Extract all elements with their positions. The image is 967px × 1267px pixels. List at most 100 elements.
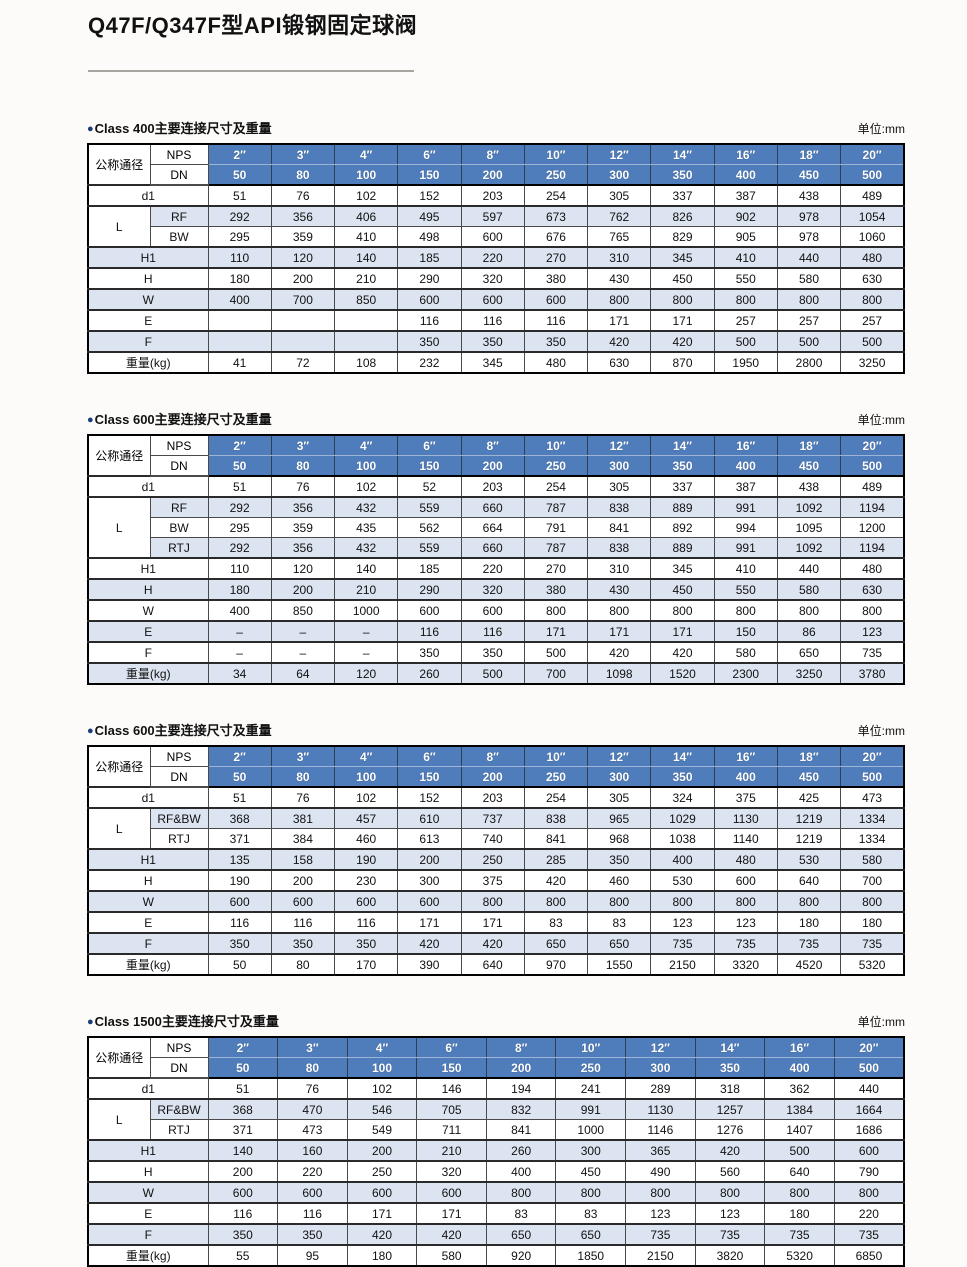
nps-header-cell: 10″: [523, 434, 589, 456]
data-cell: 350: [334, 932, 399, 955]
data-cell: 171: [523, 620, 589, 643]
data-cell: 790: [833, 1160, 905, 1183]
data-cell: 171: [650, 620, 715, 643]
row-label: RTJ: [149, 828, 209, 850]
table-row: 重量(kg) 34 64 120 260 500 700 1098 1520 2300 3250 37…: [87, 662, 905, 685]
data-cell: 546: [346, 1098, 418, 1120]
data-cell: 920: [485, 1244, 557, 1267]
row-group-label: L: [87, 496, 151, 559]
data-cell: 735: [840, 932, 905, 955]
nps-header-row: 公称通径 NPS 2″ 3″ 4″ 6″ 8″ 10″ 12″ 14″ 16″ 18″ 20″: [87, 143, 905, 186]
data-cell: 34: [207, 662, 272, 685]
data-cell: 838: [587, 537, 652, 559]
section-heading-text: Class 600主要连接尺寸及重量: [94, 412, 272, 427]
data-cell: 600: [397, 599, 462, 622]
data-cell: 220: [460, 246, 525, 269]
data-cell: 1219: [776, 807, 842, 829]
data-cell: 1850: [555, 1244, 627, 1267]
data-cell: 200: [346, 1139, 418, 1162]
data-cell: 310: [587, 557, 652, 580]
data-cell: 324: [650, 786, 715, 809]
dn-header-cell: 150: [397, 164, 462, 186]
dn-header-cell: 400: [713, 766, 778, 788]
data-cell: 180: [207, 267, 272, 290]
data-cell: 450: [650, 267, 715, 290]
data-cell: 500: [523, 641, 589, 664]
table-row: W 400 850 1000 600 600 800 800 800 800 800 800: [87, 599, 905, 622]
data-cell: 290: [397, 267, 462, 290]
data-cell: 965: [587, 807, 652, 829]
dn-header-cell: 500: [833, 1057, 905, 1079]
data-cell: 495: [397, 205, 462, 227]
data-cell: 116: [277, 1202, 348, 1225]
data-cell: 1038: [650, 828, 715, 850]
data-cell: 295: [207, 517, 272, 538]
data-cell: 740: [460, 828, 525, 850]
data-cell: 410: [713, 557, 778, 580]
nps-header-cell: 8″: [460, 745, 525, 767]
nps-header-cell: 4″: [334, 143, 399, 165]
data-cell: 1130: [713, 807, 778, 829]
data-cell: 410: [334, 226, 399, 248]
data-cell: 120: [270, 557, 336, 580]
data-cell: 580: [776, 578, 842, 601]
data-cell: 787: [523, 496, 589, 518]
data-cell: 2150: [650, 953, 715, 976]
data-cell: 3820: [694, 1244, 766, 1267]
data-cell: 220: [833, 1202, 905, 1225]
data-cell: 102: [334, 786, 399, 809]
data-cell: 970: [523, 953, 589, 976]
data-cell: 550: [713, 578, 778, 601]
row-label: d1: [87, 1077, 209, 1100]
dn-header-cell: 500: [840, 766, 905, 788]
data-cell: 1092: [776, 496, 842, 518]
data-cell: 337: [650, 184, 715, 207]
nps-header-cell: 2″: [207, 1036, 279, 1058]
data-cell: 171: [587, 309, 652, 332]
data-cell: 500: [840, 330, 905, 353]
row-label: H1: [87, 246, 209, 269]
data-cell: 826: [650, 205, 715, 227]
table-row: d1 51 76 102 152 203 254 305 324 375 425 473: [87, 786, 905, 809]
data-cell: 640: [460, 953, 525, 976]
table-row: L RF 292 356 406 495 597 673 762 826 902 978 1054: [87, 205, 905, 248]
data-cell: 135: [207, 848, 272, 871]
dn-header-cell: 350: [650, 455, 715, 477]
table-row: BW 295 359 435 562 664 791 841 892 994 1095 1200: [88, 517, 905, 538]
data-cell: 800: [713, 890, 778, 913]
data-cell: 991: [713, 496, 778, 518]
data-cell: 460: [334, 828, 399, 850]
data-cell: 630: [840, 267, 905, 290]
data-cell: 640: [776, 869, 842, 892]
nps-header-cell: 18″: [776, 143, 842, 165]
dn-header-cell: 400: [764, 1057, 835, 1079]
dn-label: DN: [149, 455, 209, 477]
data-cell: 800: [694, 1181, 766, 1204]
data-cell: 110: [207, 557, 272, 580]
data-cell: 829: [650, 226, 715, 248]
dn-header-cell: 200: [460, 455, 525, 477]
data-cell: 6850: [833, 1244, 905, 1267]
data-cell: 800: [587, 288, 652, 311]
row-label: RF: [149, 496, 209, 518]
data-cell: 123: [650, 911, 715, 934]
data-cell: 673: [523, 205, 589, 227]
data-cell: 800: [713, 599, 778, 622]
unit-label: 单位:mm: [857, 1015, 905, 1029]
data-cell: 180: [346, 1244, 418, 1267]
data-cell: 600: [270, 890, 336, 913]
section-heading-text: Class 1500主要连接尺寸及重量: [94, 1014, 279, 1029]
data-cell: 457: [334, 807, 399, 829]
data-cell: 116: [207, 911, 272, 934]
dn-header-cell: 50: [207, 766, 272, 788]
data-cell: 171: [397, 911, 462, 934]
data-cell: 1334: [840, 828, 905, 850]
section-heading: ●Class 600主要连接尺寸及重量: [87, 409, 272, 428]
row-label: RTJ: [149, 1119, 209, 1141]
data-cell: –: [207, 641, 272, 664]
data-cell: 170: [334, 953, 399, 976]
table-row: W 600 600 600 600 800 800 800 800 800 800 800: [87, 890, 905, 913]
data-cell: 1146: [625, 1119, 696, 1141]
row-label: BW: [149, 226, 209, 248]
data-cell: 2300: [713, 662, 778, 685]
